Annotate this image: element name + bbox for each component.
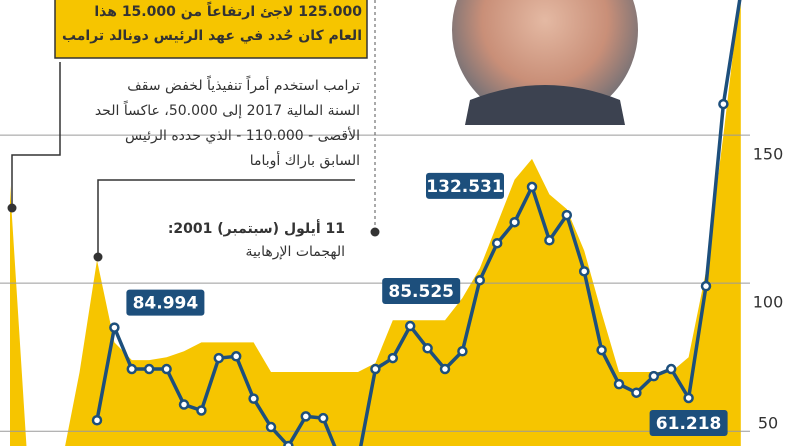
point — [578, 266, 590, 277]
annotations: 125.000 لاجئ ارتفاعاً من 15.000 هذا العام… — [7, 0, 642, 262]
annotation-text: السنة المالية 2017 إلى 50.000، عاكساً ال… — [95, 100, 360, 119]
connector — [11, 62, 61, 208]
annotation-text: ترامب استخدم أمراً تنفيذياً لخفض سقف — [127, 75, 360, 94]
annotation-text: 125.000 لاجئ ارتفاعاً من 15.000 هذا — [94, 1, 362, 20]
point — [665, 363, 677, 375]
point — [404, 320, 416, 332]
value-label: 85.525 — [388, 282, 454, 302]
point — [648, 370, 660, 382]
point — [631, 387, 642, 398]
area — [10, 0, 741, 446]
y-tick-label: 150 — [753, 145, 784, 164]
point — [526, 181, 538, 193]
value-label: 84.994 — [133, 294, 199, 314]
point — [196, 405, 207, 416]
point — [596, 344, 607, 356]
point — [422, 343, 433, 354]
point — [213, 352, 225, 364]
connector-dot — [93, 252, 103, 262]
point — [109, 322, 120, 333]
point — [248, 393, 259, 404]
point — [491, 237, 503, 249]
point — [439, 363, 451, 375]
point — [178, 399, 190, 410]
point — [683, 392, 694, 404]
photo-suit — [465, 85, 625, 125]
point — [613, 378, 625, 390]
point — [143, 363, 155, 375]
point — [91, 414, 103, 426]
point — [387, 352, 399, 364]
point — [561, 209, 573, 221]
point — [509, 216, 520, 228]
value-label-box — [382, 278, 461, 305]
connector — [97, 179, 355, 257]
annotation-text: السابق باراك أوباما — [250, 151, 360, 169]
annotation-box — [54, 0, 368, 59]
point — [283, 440, 294, 446]
point — [718, 98, 729, 110]
point — [700, 280, 712, 292]
annotation-text: 11 أيلول (سبتمبر) 2001: — [168, 219, 345, 237]
point — [230, 351, 242, 362]
point — [161, 363, 172, 375]
point — [126, 363, 138, 375]
y-tick-label: 50 — [758, 414, 778, 433]
point — [474, 274, 486, 286]
annotation-text: الهجمات الإرهابية — [245, 244, 345, 260]
value-label: 132.531 — [426, 177, 503, 197]
point — [300, 411, 312, 422]
connector-dot — [7, 203, 17, 213]
value-label-box — [426, 172, 504, 199]
y-tick-label: 100 — [753, 293, 784, 312]
point — [265, 421, 277, 433]
annotation-text: العام كان حُدد في عهد الرئيس دونالد ترام… — [62, 28, 362, 44]
point — [317, 412, 329, 424]
annotation-text: الأقصى - 110.000 - الذي حدده الرئيس — [125, 126, 360, 144]
value-label-box — [649, 409, 728, 436]
plot-area: 84.994 85.525 132.531 61.218 — [0, 0, 750, 446]
connector-dot — [370, 227, 380, 237]
point — [370, 363, 381, 375]
point — [544, 235, 555, 246]
value-label-box — [126, 289, 205, 316]
point — [457, 346, 468, 357]
value-label: 61.218 — [656, 414, 722, 434]
